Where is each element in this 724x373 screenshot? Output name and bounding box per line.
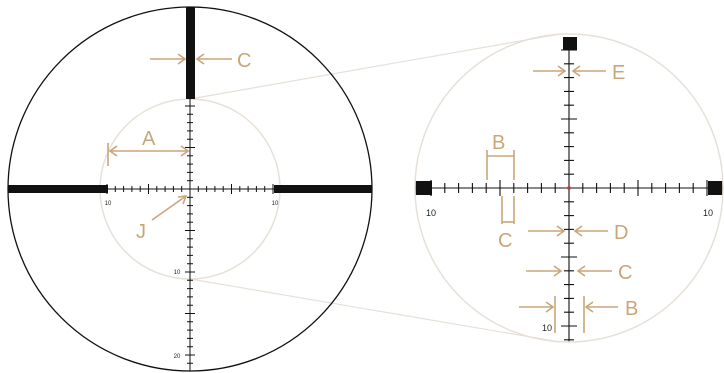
callout-c-bottom: C xyxy=(498,230,512,252)
left-left-post xyxy=(8,185,108,193)
callout-e: E xyxy=(612,62,625,84)
right-e-arrows xyxy=(533,65,606,77)
callout-b-right: B xyxy=(625,298,638,320)
callout-a: A xyxy=(142,128,156,150)
left-x-label-left: 10 xyxy=(105,201,112,207)
left-x-label-right: 10 xyxy=(272,201,279,207)
right-b-arrows xyxy=(519,296,618,333)
right-d-arrows xyxy=(528,225,608,237)
right-scope: 10 10 10 xyxy=(414,33,724,343)
right-reticle xyxy=(415,37,723,342)
right-right-post xyxy=(708,181,723,195)
zoom-connector-lines xyxy=(189,33,561,343)
left-scope-outline xyxy=(7,6,373,372)
right-horizontal-ticks xyxy=(430,180,708,196)
right-left-post xyxy=(415,181,432,195)
left-reticle xyxy=(8,7,372,371)
left-c-arrows xyxy=(150,53,232,65)
right-x-label-right: 10 xyxy=(703,208,713,218)
right-y-label: 10 xyxy=(542,323,552,333)
left-right-post xyxy=(274,185,372,193)
right-c-arrows xyxy=(526,265,612,277)
left-annotations xyxy=(107,53,232,221)
callout-d: D xyxy=(614,222,628,244)
left-y-label-low: 20 xyxy=(174,354,181,360)
right-annotations xyxy=(486,65,618,333)
right-scope-outline xyxy=(414,33,724,343)
left-vertical-ticks xyxy=(185,105,195,364)
left-y-label-mid: 10 xyxy=(174,270,181,276)
right-center-dot xyxy=(567,186,571,190)
right-b-bracket-top xyxy=(486,150,515,180)
left-top-post xyxy=(186,7,195,99)
left-horizontal-ticks xyxy=(106,184,274,194)
right-x-label-left: 10 xyxy=(426,208,436,218)
right-top-post xyxy=(563,37,577,50)
callout-left-c: C xyxy=(237,50,251,72)
left-j-arrow xyxy=(151,195,188,221)
left-a-dimension xyxy=(107,143,190,166)
callout-b-top: B xyxy=(492,132,505,154)
callout-c-right: C xyxy=(618,262,632,284)
right-c-bracket-bottom xyxy=(501,196,515,224)
right-vertical-ticks xyxy=(561,49,577,341)
left-scope: 10 10 10 20 C xyxy=(7,6,373,372)
callout-j: J xyxy=(136,221,146,243)
